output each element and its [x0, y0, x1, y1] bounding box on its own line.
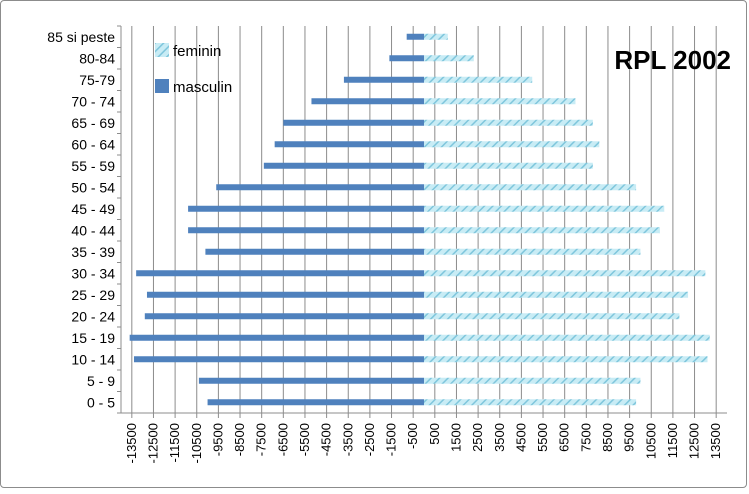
bar-masculin: [136, 270, 424, 277]
x-tick-label: 500: [427, 423, 442, 445]
bar-feminin: [424, 248, 641, 255]
bar-masculin: [198, 377, 424, 384]
y-tick-label: 10 - 14: [71, 351, 115, 367]
x-tick-label: 1500: [448, 423, 463, 452]
y-tick-label: 80-84: [79, 50, 115, 66]
y-tick-labels: 0 - 5 5 - 9 10 - 14 15 - 19 20 - 24 25 - 29 30…: [47, 29, 115, 411]
x-tick-label: -4500: [319, 423, 334, 456]
x-tick-label: 5500: [535, 423, 550, 452]
x-tick-label: 7500: [578, 423, 593, 452]
y-tick-label: 30 - 34: [71, 265, 115, 281]
x-tick-label: -11500: [167, 423, 182, 463]
x-tick-label: 11500: [665, 423, 680, 458]
bar-masculin: [216, 184, 424, 191]
bar-feminin: [424, 141, 600, 148]
bar-masculin: [283, 119, 424, 126]
y-tick-label: 50 - 54: [71, 179, 115, 195]
bar-masculin: [274, 141, 424, 148]
y-tick-label: 85 si peste: [47, 29, 115, 45]
axes: [117, 25, 727, 418]
bar-masculin: [205, 248, 424, 255]
bar-masculin: [343, 76, 424, 83]
x-tick-label: 12500: [687, 423, 702, 459]
y-tick-label: 15 - 19: [71, 330, 115, 346]
bar-masculin: [207, 399, 424, 406]
x-tick-label: 4500: [513, 423, 528, 452]
bars: [129, 33, 710, 406]
bar-feminin: [424, 356, 708, 363]
y-tick-label: 25 - 29: [71, 287, 115, 303]
bar-feminin: [424, 76, 533, 83]
bar-feminin: [424, 184, 637, 191]
bar-feminin: [424, 313, 680, 320]
x-tick-label: -10500: [189, 423, 204, 463]
bar-masculin: [133, 356, 424, 363]
bar-masculin: [311, 98, 424, 105]
y-tick-label: 5 - 9: [87, 373, 115, 389]
y-tick-label: 60 - 64: [71, 136, 115, 152]
x-tick-label: 9500: [622, 423, 637, 452]
legend-swatch-masculin: [155, 79, 169, 93]
x-tick-label: -5500: [297, 423, 312, 456]
bar-feminin: [424, 227, 660, 234]
x-tick-label: -13500: [124, 423, 139, 463]
legend-label-feminin: feminin: [173, 43, 221, 60]
bar-masculin: [389, 55, 424, 62]
legend-label-masculin: masculin: [173, 79, 232, 96]
bar-feminin: [424, 98, 576, 105]
bar-masculin: [188, 227, 424, 234]
x-tick-label: -3500: [340, 423, 355, 456]
x-tick-label: -1500: [384, 423, 399, 456]
bar-masculin: [146, 291, 424, 298]
x-tick-label: 10500: [643, 423, 658, 459]
y-tick-label: 20 - 24: [71, 308, 115, 324]
legend-swatch-feminin: [155, 43, 169, 57]
bar-feminin: [424, 162, 593, 169]
bar-masculin: [188, 205, 424, 212]
bar-masculin: [144, 313, 425, 320]
bar-masculin: [129, 334, 424, 341]
bar-feminin: [424, 33, 448, 40]
x-tick-label: -500: [405, 423, 420, 449]
bar-feminin: [424, 377, 641, 384]
grid-lines: [131, 26, 717, 413]
x-tick-label: 6500: [557, 423, 572, 452]
y-tick-label: 65 - 69: [71, 115, 115, 131]
bar-feminin: [424, 334, 710, 341]
bar-feminin: [424, 55, 474, 62]
x-tick-label: -6500: [275, 423, 290, 456]
bar-feminin: [424, 205, 665, 212]
bar-feminin: [424, 291, 689, 298]
x-tick-label: 13500: [708, 423, 723, 459]
x-tick-label: 3500: [492, 423, 507, 452]
x-tick-label: -12500: [145, 423, 160, 463]
bar-feminin: [424, 399, 637, 406]
y-tick-label: 55 - 59: [71, 158, 115, 174]
y-tick-label: 35 - 39: [71, 244, 115, 260]
chart-title: RPL 2002: [614, 45, 731, 75]
y-tick-label: 75-79: [79, 72, 115, 88]
x-tick-label: 8500: [600, 423, 615, 452]
bar-masculin: [263, 162, 424, 169]
y-tick-label: 0 - 5: [87, 394, 115, 410]
bar-masculin: [406, 33, 424, 40]
x-tick-label: -9500: [210, 423, 225, 456]
bar-feminin: [424, 119, 593, 126]
y-tick-label: 70 - 74: [71, 93, 115, 109]
x-tick-label: -8500: [232, 423, 247, 456]
y-tick-label: 40 - 44: [71, 222, 115, 238]
y-tick-label: 45 - 49: [71, 201, 115, 217]
legend: feminin masculin: [155, 43, 232, 96]
x-tick-label: -7500: [254, 423, 269, 456]
x-tick-label: -2500: [362, 423, 377, 456]
x-tick-labels: -13500 -12500 -11500 -10500 -9500 -8500 -7500-…: [124, 423, 723, 463]
bar-feminin: [424, 270, 706, 277]
x-tick-label: 2500: [470, 423, 485, 452]
